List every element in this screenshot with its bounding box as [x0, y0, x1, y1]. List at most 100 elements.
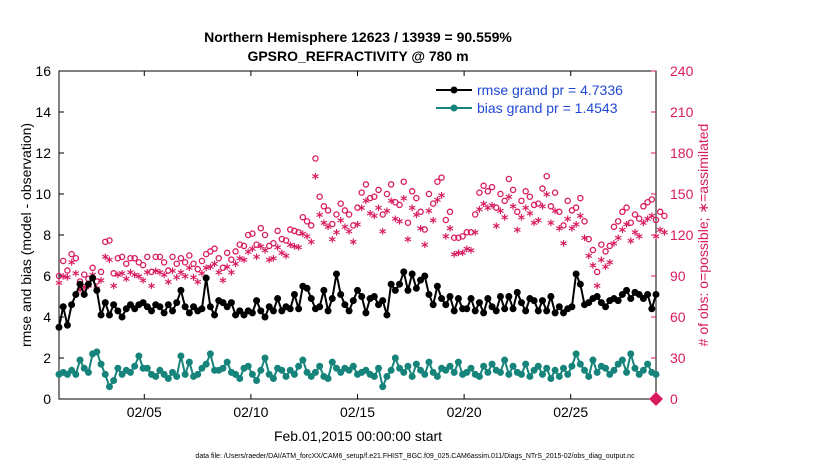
bias-point: [652, 370, 660, 378]
bias-point: [303, 368, 311, 376]
obs-assimilated-point: *: [434, 195, 442, 211]
obs-assimilated-point: *: [564, 214, 572, 230]
obs-assimilated-point: *: [282, 251, 290, 267]
obs-possible-point: [123, 260, 130, 267]
rmse-point: [328, 295, 336, 303]
bias-point: [194, 370, 202, 378]
bias-point: [547, 375, 555, 382]
bias-point: [635, 370, 643, 378]
obs-possible-point: [165, 267, 172, 274]
obs-possible-point: [345, 211, 353, 218]
right-y-tick-label: 240: [670, 63, 694, 79]
bias-point: [480, 362, 488, 370]
obs-assimilated-point: *: [610, 239, 618, 255]
rmse-point: [59, 303, 67, 311]
rmse-point: [303, 284, 311, 292]
obs-assimilated-point: *: [568, 224, 576, 240]
rmse-point: [513, 288, 521, 296]
obs-assimilated-point: *: [358, 203, 366, 219]
right-y-tick-label: 180: [670, 145, 694, 161]
obs-assimilated-point: *: [156, 267, 164, 283]
obs-possible-point: [358, 189, 365, 196]
obs-assimilated-point: *: [173, 273, 181, 289]
obs-assimilated-point: *: [139, 275, 147, 291]
obs-assimilated-point: *: [64, 273, 72, 289]
rmse-point: [593, 293, 601, 300]
bias-point: [135, 352, 143, 360]
bias-point: [80, 364, 88, 372]
bias-point: [463, 368, 471, 376]
bias-point: [362, 366, 370, 374]
obs-assimilated-point: *: [350, 237, 358, 253]
obs-assimilated-point: *: [488, 200, 496, 216]
right-axis-ticks: 0 30 60 90 120 150 180 210 240: [651, 63, 694, 407]
rmse-point: [635, 290, 643, 298]
obs-possible-point: [375, 186, 382, 194]
obs-possible-point: [408, 188, 416, 195]
rmse-point: [383, 311, 391, 319]
x-tick-label: 02/05: [127, 404, 162, 420]
obs-assimilated-point: *: [551, 206, 559, 222]
bias-point: [442, 366, 450, 374]
rmse-point: [253, 297, 261, 305]
rmse-point: [76, 280, 84, 288]
obs-assimilated-point: *: [169, 266, 177, 282]
obs-assimilated-point: *: [202, 263, 210, 279]
bias-point: [345, 366, 353, 374]
rmse-point: [492, 307, 500, 315]
chart-title: Northern Hemisphere 12623 / 13939 = 90.5…: [204, 29, 512, 45]
rmse-point: [240, 311, 248, 319]
rmse-point: [429, 301, 437, 309]
obs-assimilated-point: *: [392, 214, 400, 230]
bias-point: [185, 358, 193, 366]
obs-assimilated-point: *: [606, 258, 614, 274]
bias-point: [181, 370, 189, 378]
obs-possible-point: [299, 213, 307, 221]
obs-assimilated-point: *: [501, 213, 509, 229]
rmse-point: [555, 303, 563, 311]
obs-possible-point: [64, 267, 71, 274]
rmse-point: [164, 301, 172, 309]
obs-assimilated-point: *: [539, 202, 547, 218]
rmse-point: [517, 299, 525, 307]
rmse-point: [118, 313, 126, 321]
rmse-point: [139, 299, 147, 307]
rmse-point: [265, 303, 273, 311]
obs-possible-point: [526, 193, 534, 200]
obs-assimilated-point: *: [657, 225, 665, 241]
obs-possible-point: [228, 256, 235, 263]
rmse-point: [177, 286, 185, 294]
left-y-tick-label: 6: [43, 268, 51, 284]
obs-possible-point: [560, 222, 567, 229]
obs-assimilated-point: *: [526, 209, 534, 225]
obs-assimilated-point: *: [509, 202, 517, 218]
obs-possible-point: [619, 208, 626, 216]
obs-possible-point: [303, 218, 311, 225]
obs-assimilated-point: *: [362, 196, 370, 212]
bias-point: [379, 383, 387, 391]
obs-possible-point: [59, 257, 67, 265]
rmse-point: [412, 284, 420, 292]
bias-point: [295, 362, 303, 370]
obs-assimilated-point: *: [219, 275, 227, 291]
obs-possible-point: [442, 216, 450, 224]
bias-point: [610, 366, 618, 374]
obs-assimilated-point: *: [493, 221, 501, 237]
obs-possible-point: [425, 190, 433, 198]
obs-possible-point: [55, 272, 63, 280]
left-y-tick-label: 14: [35, 104, 51, 120]
rmse-point: [446, 293, 454, 300]
rmse-point: [379, 297, 387, 305]
bias-point: [143, 364, 151, 372]
rmse-point: [274, 295, 282, 303]
rmse-point: [648, 305, 656, 313]
bias-point: [555, 372, 563, 380]
obs-assimilated-point: *: [379, 226, 387, 242]
obs-assimilated-point: *: [85, 281, 93, 297]
legend-box: [430, 79, 650, 117]
bias-point: [564, 370, 572, 378]
obs-assimilated-point: *: [337, 215, 345, 231]
obs-assimilated-point: *: [627, 236, 635, 252]
obs-assimilated-point: *: [619, 225, 627, 241]
rmse-point: [644, 290, 652, 298]
